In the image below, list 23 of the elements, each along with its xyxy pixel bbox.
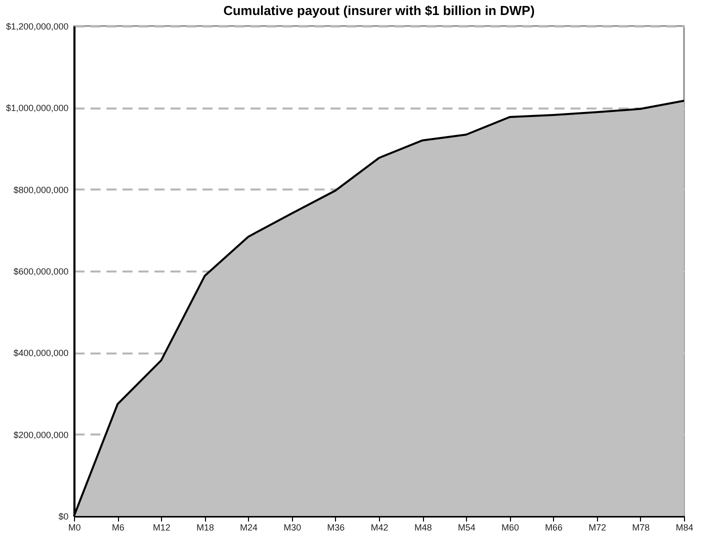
x-tick-label: M48 [414,522,432,532]
x-tick-label: M6 [112,522,124,532]
y-tick-label: $1,200,000,000 [6,22,68,32]
y-tick-label: $400,000,000 [13,348,68,358]
y-tick-label: $1,000,000,000 [6,103,68,114]
x-tick-label: M66 [545,522,563,532]
y-tick-label: $200,000,000 [13,430,68,440]
x-tick-label: M78 [632,522,650,532]
chart-title: Cumulative payout (insurer with $1 billion in DWP) [223,3,535,18]
x-tick-label: M30 [284,522,302,532]
x-tick-label: M84 [676,522,694,532]
y-tick-label: $600,000,000 [13,266,68,276]
x-tick-label: M36 [327,522,345,532]
x-tick-label: M60 [501,522,519,532]
x-tick-label: M72 [588,522,606,532]
x-tick-label: M18 [196,522,214,532]
y-tick-label: $0 [58,512,68,522]
x-tick-label: M0 [68,522,81,532]
y-tick-label: $800,000,000 [13,184,68,195]
x-tick-label: M12 [152,522,170,532]
x-tick-label: M42 [370,522,388,532]
x-tick-label: M24 [240,522,258,532]
x-tick-label: M54 [458,522,476,532]
